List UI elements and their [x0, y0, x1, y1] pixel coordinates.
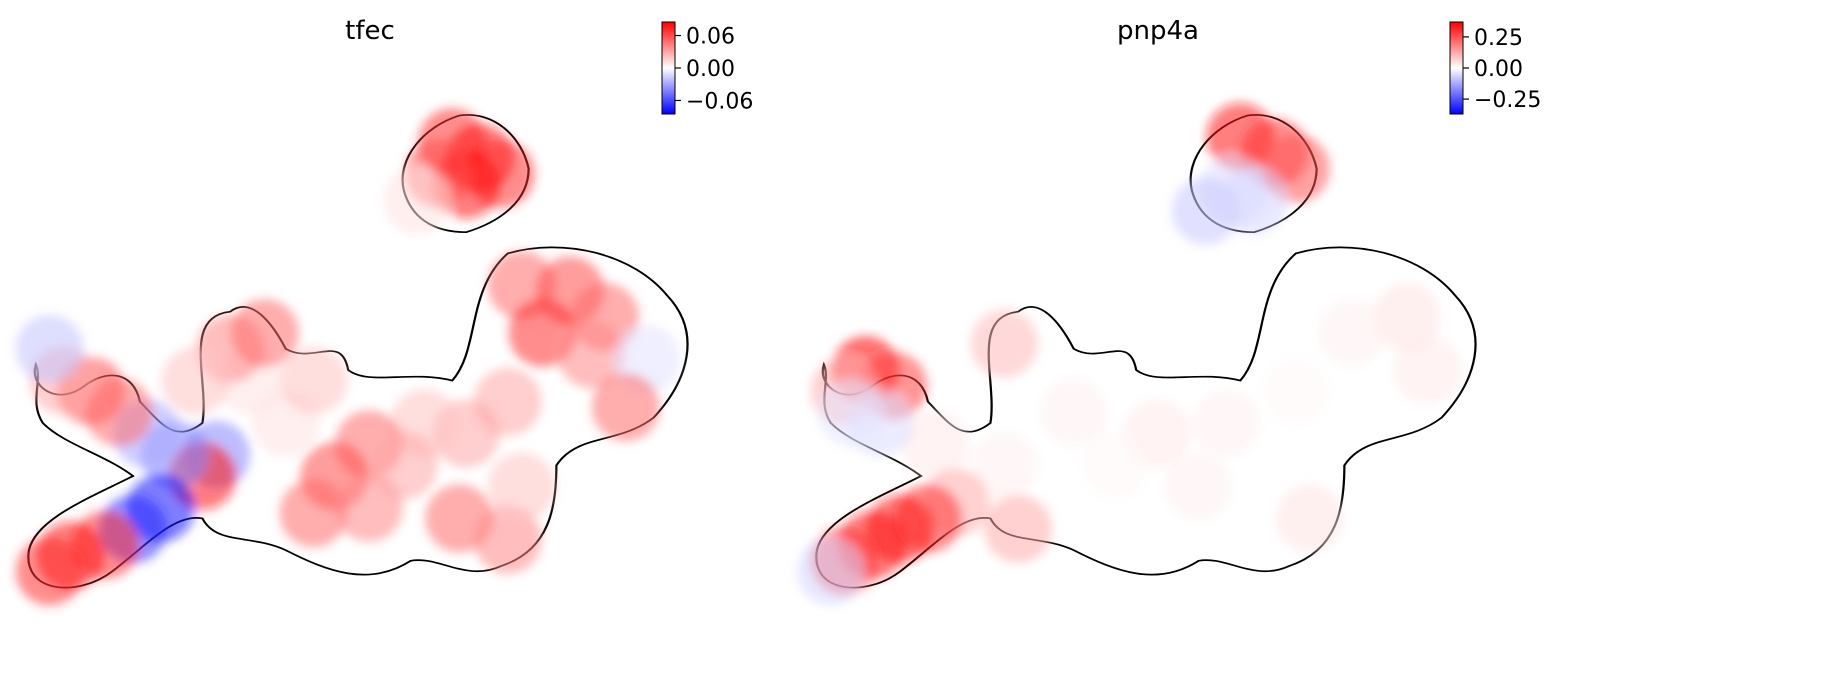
colorbar-tick-label: 0.00	[1474, 57, 1523, 82]
data-point	[1164, 452, 1233, 521]
data-point	[1261, 357, 1330, 426]
data-point	[487, 452, 556, 521]
data-point	[557, 320, 626, 389]
data-point	[15, 314, 84, 383]
data-point	[383, 166, 452, 235]
chart-panel-tfec: tfec 0.06 0.00 −0.06	[16, 16, 754, 605]
colorbar-tick-label: −0.06	[686, 89, 753, 114]
data-point	[1192, 389, 1261, 457]
chart-title: pnp4a	[1117, 16, 1199, 46]
data-point	[279, 346, 348, 415]
chart-title: tfec	[345, 16, 395, 46]
data-point	[1220, 166, 1289, 235]
colorbar-tick-label: −0.25	[1474, 88, 1541, 113]
scatter-points	[796, 102, 1462, 606]
colorbar: 0.06 0.00 −0.06	[661, 21, 753, 115]
colorbar-tick-label: 0.25	[1474, 26, 1523, 51]
data-point	[984, 495, 1053, 563]
data-point	[1317, 298, 1386, 367]
colorbar-gradient	[661, 21, 676, 115]
data-point	[1039, 378, 1108, 447]
data-point	[591, 373, 660, 442]
data-point	[796, 537, 865, 606]
data-point	[279, 479, 348, 548]
data-point	[1275, 484, 1344, 553]
colorbar: 0.25 0.00 −0.25	[1449, 21, 1541, 115]
colorbar-tick-label: 0.06	[686, 25, 735, 50]
data-point	[1393, 336, 1462, 404]
data-point	[369, 431, 438, 500]
colorbar-tick-label: 0.00	[686, 57, 735, 82]
data-point	[970, 431, 1039, 500]
chart-panel-pnp4a: pnp4a 0.25 0.00 −0.25	[797, 16, 1542, 605]
data-point	[15, 537, 84, 606]
data-point	[230, 298, 299, 367]
colorbar-gradient	[1449, 21, 1464, 115]
data-point	[161, 346, 230, 415]
data-point	[970, 309, 1039, 378]
scatter-points	[15, 108, 681, 606]
data-point	[817, 378, 886, 447]
data-point	[85, 378, 154, 447]
colorbar-ticks: 0.06 0.00 −0.06	[675, 25, 753, 114]
data-point	[900, 410, 969, 479]
data-point	[1372, 283, 1441, 351]
colorbar-ticks: 0.25 0.00 −0.25	[1463, 26, 1541, 113]
data-point	[473, 505, 542, 574]
data-point	[1081, 431, 1150, 500]
